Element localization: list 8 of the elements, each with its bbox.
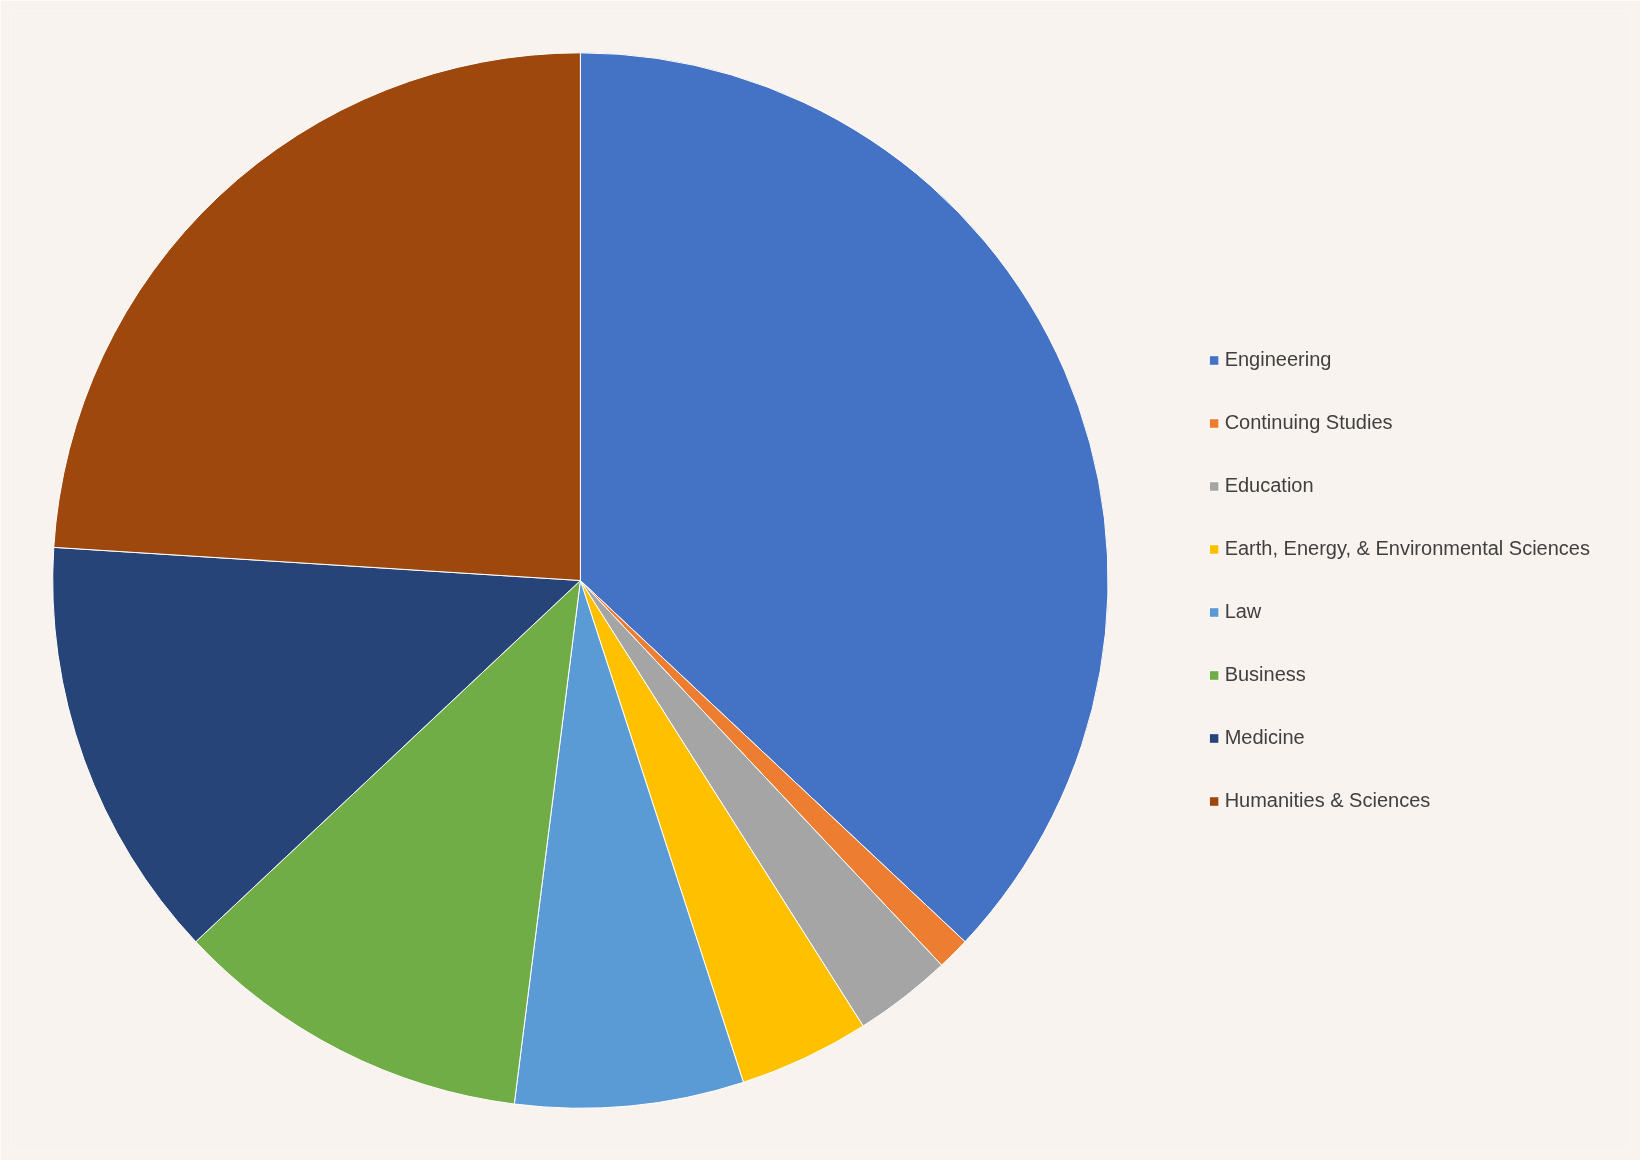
legend-label: Continuing Studies bbox=[1224, 411, 1393, 434]
legend-label: Education bbox=[1224, 474, 1314, 497]
legend-label: Medicine bbox=[1224, 726, 1305, 749]
legend-label: Engineering bbox=[1224, 348, 1332, 371]
legend-label: Earth, Energy, & Environmental Sciences bbox=[1224, 537, 1590, 560]
legend-label: Business bbox=[1224, 663, 1306, 686]
legend-label: Humanities & Sciences bbox=[1224, 789, 1431, 812]
legend-label: Law bbox=[1224, 600, 1262, 623]
